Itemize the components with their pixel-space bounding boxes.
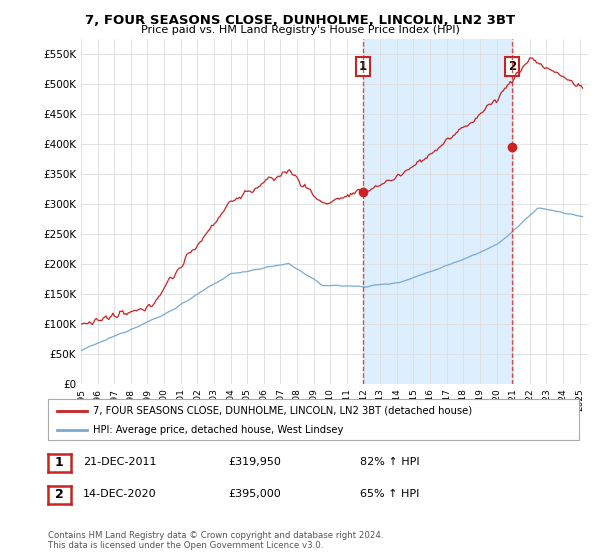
Bar <box>363 39 512 384</box>
Text: 2: 2 <box>508 60 517 73</box>
Text: HPI: Average price, detached house, West Lindsey: HPI: Average price, detached house, West… <box>93 424 343 435</box>
Text: £319,950: £319,950 <box>228 457 281 467</box>
Text: 1: 1 <box>359 60 367 73</box>
Text: 14-DEC-2020: 14-DEC-2020 <box>83 489 157 499</box>
Text: 82% ↑ HPI: 82% ↑ HPI <box>360 457 419 467</box>
Text: 21-DEC-2011: 21-DEC-2011 <box>83 457 156 467</box>
Text: Contains HM Land Registry data © Crown copyright and database right 2024.
This d: Contains HM Land Registry data © Crown c… <box>48 530 383 550</box>
Text: 2: 2 <box>55 488 64 501</box>
Text: 65% ↑ HPI: 65% ↑ HPI <box>360 489 419 499</box>
Text: Price paid vs. HM Land Registry's House Price Index (HPI): Price paid vs. HM Land Registry's House … <box>140 25 460 35</box>
Text: 7, FOUR SEASONS CLOSE, DUNHOLME, LINCOLN, LN2 3BT: 7, FOUR SEASONS CLOSE, DUNHOLME, LINCOLN… <box>85 14 515 27</box>
Text: 1: 1 <box>55 456 64 469</box>
Text: £395,000: £395,000 <box>228 489 281 499</box>
Text: 7, FOUR SEASONS CLOSE, DUNHOLME, LINCOLN, LN2 3BT (detached house): 7, FOUR SEASONS CLOSE, DUNHOLME, LINCOLN… <box>93 405 472 416</box>
